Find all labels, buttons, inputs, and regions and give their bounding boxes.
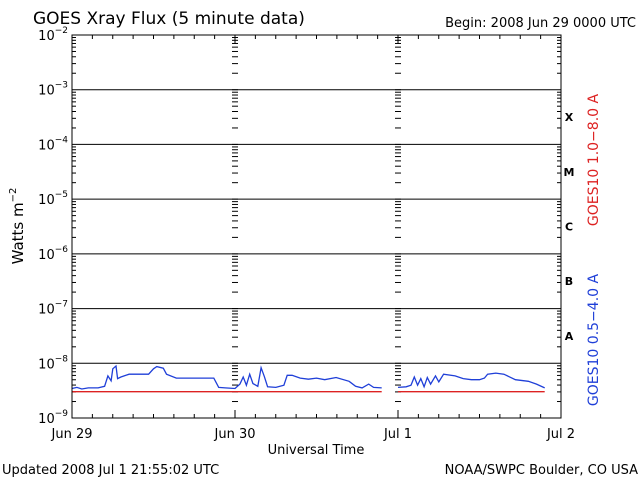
x-tick-label: Jul 2 [546,427,575,442]
begin-label: Begin: 2008 Jun 29 0000 UTC [445,16,636,31]
y-tick-base: 10 [38,303,55,318]
y-tick-exp: −5 [55,190,68,200]
x-tick-label: Jul 1 [383,427,412,442]
y-axis-label-base: Watts m [9,202,27,264]
y-tick-base: 10 [38,138,55,153]
chart-title: GOES Xray Flux (5 minute data) [33,9,305,29]
legend-long-channel: GOES10 1.0−8.0 A [586,94,602,227]
y-tick-exp: −9 [55,409,69,419]
y-tick-label: 10−9 [38,409,68,427]
x-tick-labels: Jun 29 Jun 30 Jul 1 Jul 2 [51,427,576,442]
flare-class-label: X [565,111,574,124]
y-tick-labels: 10−210−310−410−510−610−710−810−9 [38,26,68,427]
source-credit: NOAA/SWPC Boulder, CO USA [445,463,638,478]
x-axis-label: Universal Time [268,443,365,458]
y-axis-label: Watts m−2 [8,188,27,265]
svg-text:Watts m−2: Watts m−2 [8,188,27,265]
flare-class-labels: X M C B A [564,111,575,343]
flare-class-label: C [565,221,573,234]
y-tick-exp: −6 [55,245,69,255]
y-tick-base: 10 [38,193,55,208]
flare-class-label: A [565,330,574,343]
y-tick-label: 10−5 [38,190,68,208]
updated-timestamp: Updated 2008 Jul 1 21:55:02 UTC [2,463,219,478]
legend-short-channel: GOES10 0.5−4.0 A [586,274,602,407]
y-tick-label: 10−2 [38,26,68,44]
y-tick-label: 10−4 [38,135,68,153]
y-tick-base: 10 [38,412,55,427]
y-tick-label: 10−8 [38,354,68,372]
grid-lines [71,35,562,419]
y-tick-base: 10 [38,84,55,99]
series-line-1 [71,364,382,390]
y-tick-exp: −2 [55,26,68,36]
y-tick-label: 10−7 [38,300,68,318]
y-tick-base: 10 [38,29,55,44]
y-tick-label: 10−6 [38,245,68,263]
y-tick-exp: −4 [55,135,69,145]
plot-frame [71,34,562,419]
y-tick-label: 10−3 [38,81,68,99]
series-line-3 [397,372,545,389]
y-tick-base: 10 [38,248,55,263]
flare-class-label: M [564,166,575,179]
y-tick-exp: −3 [55,81,68,91]
y-axis-label-exp: −2 [8,188,19,203]
flare-class-label: B [565,275,573,288]
y-tick-base: 10 [38,357,55,372]
y-tick-exp: −7 [55,300,68,310]
x-tick-label: Jun 29 [51,427,93,442]
y-tick-exp: −8 [55,354,69,364]
x-tick-label: Jun 30 [214,427,256,442]
series-lines [71,364,545,393]
